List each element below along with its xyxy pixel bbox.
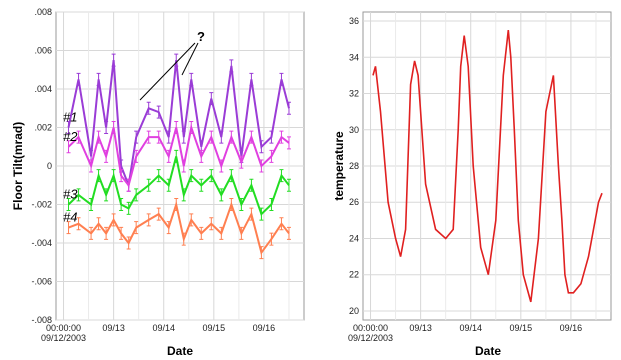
y-tick-label: 34	[349, 52, 359, 62]
y-tick-label: 26	[349, 197, 359, 207]
y-tick-label: 30	[349, 125, 359, 135]
series-1	[372, 30, 603, 303]
y-tick-label: -.006	[31, 277, 52, 287]
series-name-label: #4	[63, 210, 77, 225]
tilt-grid	[56, 11, 304, 321]
temperature-series-layer	[372, 30, 603, 303]
series-4	[66, 198, 291, 260]
y-tick-label: 28	[349, 161, 359, 171]
series-name-label: #2	[63, 129, 78, 144]
x-tick-label: 09/16	[560, 323, 583, 333]
tilt-y-axis-label: Floor Tilt(mrad)	[11, 122, 25, 210]
annotation-arrow-1	[139, 42, 196, 101]
x-tick-label: 09/14	[152, 323, 175, 333]
y-tick-label: -.002	[31, 200, 52, 210]
y-tick-label: .002	[34, 123, 52, 133]
y-tick-label: .008	[34, 7, 52, 17]
x-tick-label: 09/13	[409, 323, 432, 333]
x-tick-label: 09/13	[102, 323, 125, 333]
y-tick-label: 0	[47, 161, 52, 171]
y-tick-label: 22	[349, 270, 359, 280]
y-tick-label: -.008	[31, 315, 52, 325]
x-tick-label: 09/12/2003	[348, 333, 393, 343]
x-tick-label: 09/15	[510, 323, 533, 333]
y-tick-label: 36	[349, 16, 359, 26]
y-tick-label: .004	[34, 84, 52, 94]
series-3	[66, 149, 291, 221]
y-tick-label: .006	[34, 46, 52, 56]
x-tick-label: 00:00:00	[46, 323, 81, 333]
series-1	[66, 53, 291, 192]
y-tick-label: 32	[349, 89, 359, 99]
tilt-y-ticks: .008 .006 .004 .002 0 -.002 -.004 -.006 -.008	[31, 7, 52, 325]
tilt-series-layer	[66, 53, 291, 260]
question-annotation: ?	[139, 29, 205, 101]
temperature-x-axis-label: Date	[475, 344, 501, 358]
series-line	[372, 30, 603, 303]
y-tick-label: 24	[349, 233, 359, 243]
temperature-y-ticks: 20 22 24 26 28 30 32 34 36	[349, 16, 359, 316]
x-tick-label: 09/14	[459, 323, 482, 333]
series-2	[66, 121, 291, 192]
y-tick-label: -.004	[31, 238, 52, 248]
series-name-label: #3	[63, 187, 78, 202]
annotation-arrow-2	[181, 42, 199, 76]
tilt-x-axis-label: Date	[167, 344, 193, 358]
x-tick-label: 09/12/2003	[41, 333, 86, 343]
tilt-series-labels: #1 #2 #3 #4	[63, 110, 78, 225]
x-tick-label: 09/16	[253, 323, 276, 333]
annotation-question-mark: ?	[197, 29, 205, 44]
x-tick-label: 00:00:00	[353, 323, 388, 333]
x-tick-label: 09/15	[203, 323, 226, 333]
tilt-chart: .008 .006 .004 .002 0 -.002 -.004 -.006 -.008 00…	[11, 7, 305, 358]
y-tick-label: 20	[349, 306, 359, 316]
series-name-label: #1	[63, 110, 77, 125]
temperature-y-axis-label: temperature	[332, 131, 346, 201]
